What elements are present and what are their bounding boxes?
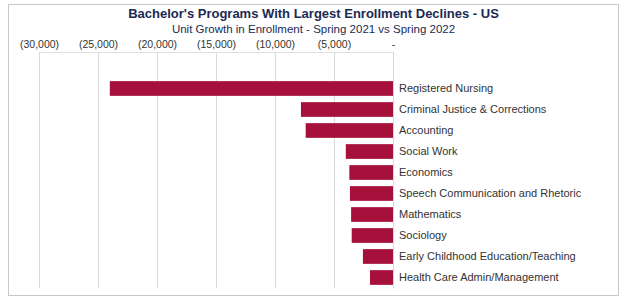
x-tick: (10,000) (256, 38, 295, 288)
x-tick: (20,000) (138, 38, 177, 288)
y-tick: Health Care Admin/Management (393, 271, 559, 283)
x-tick-label: (25,000) (79, 38, 118, 50)
y-tick: Sociology (393, 229, 447, 241)
y-tick: Criminal Justice & Corrections (393, 103, 547, 115)
x-tick-label: (10,000) (256, 38, 295, 50)
y-tick-label: Sociology (399, 229, 447, 241)
chart-frame (9, 5, 619, 296)
x-tick-label: (20,000) (138, 38, 177, 50)
bar (301, 102, 393, 117)
y-tick: Accounting (393, 124, 453, 136)
y-tick-label: Registered Nursing (399, 82, 493, 94)
x-tick-label: (5,000) (318, 38, 351, 50)
y-tick-label: Early Childhood Education/Teaching (399, 250, 576, 262)
y-axis-line (393, 79, 394, 289)
x-tick: (15,000) (197, 38, 236, 288)
x-tick-label: - (392, 38, 396, 50)
x-tick-label: (30,000) (20, 38, 59, 50)
bar (346, 144, 393, 159)
grid-line (39, 52, 40, 288)
y-tick: Speech Communication and Rhetoric (393, 187, 582, 199)
bars (110, 81, 393, 285)
x-axis: (30,000) (25,000) (20,000) (15,000) (10,000)… (20, 38, 396, 288)
bar (370, 270, 393, 285)
title: Bachelor's Programs With Largest Enrollm… (128, 6, 499, 21)
y-axis: Registered Nursing Criminal Justice & Cor… (393, 79, 582, 289)
grid-line (393, 52, 394, 288)
y-tick-label: Criminal Justice & Corrections (399, 103, 547, 115)
bar (351, 207, 393, 222)
grid-line (98, 52, 99, 288)
x-tick-label: (15,000) (197, 38, 236, 50)
y-tick: Economics (393, 166, 453, 178)
y-tick-label: Speech Communication and Rhetoric (399, 187, 582, 199)
bar (352, 228, 393, 243)
x-tick: (5,000) (318, 38, 351, 288)
x-tick: (25,000) (79, 38, 118, 288)
y-tick: Early Childhood Education/Teaching (393, 250, 576, 262)
y-tick-label: Economics (399, 166, 453, 178)
y-tick-label: Accounting (399, 124, 453, 136)
chart: Bachelor's Programs With Largest Enrollm… (0, 0, 627, 307)
y-tick: Registered Nursing (393, 82, 493, 94)
bar (363, 249, 393, 264)
y-tick-label: Health Care Admin/Management (399, 271, 559, 283)
bar (350, 186, 393, 201)
y-tick: Mathematics (393, 208, 462, 220)
bar (110, 81, 393, 96)
x-tick: (30,000) (20, 38, 59, 288)
y-tick-label: Mathematics (399, 208, 462, 220)
bar (306, 123, 393, 138)
y-tick-label: Social Work (399, 145, 458, 157)
y-tick: Social Work (393, 145, 458, 157)
bar (349, 165, 393, 180)
subtitle: Unit Growth in Enrollment - Spring 2021 … (172, 23, 455, 35)
